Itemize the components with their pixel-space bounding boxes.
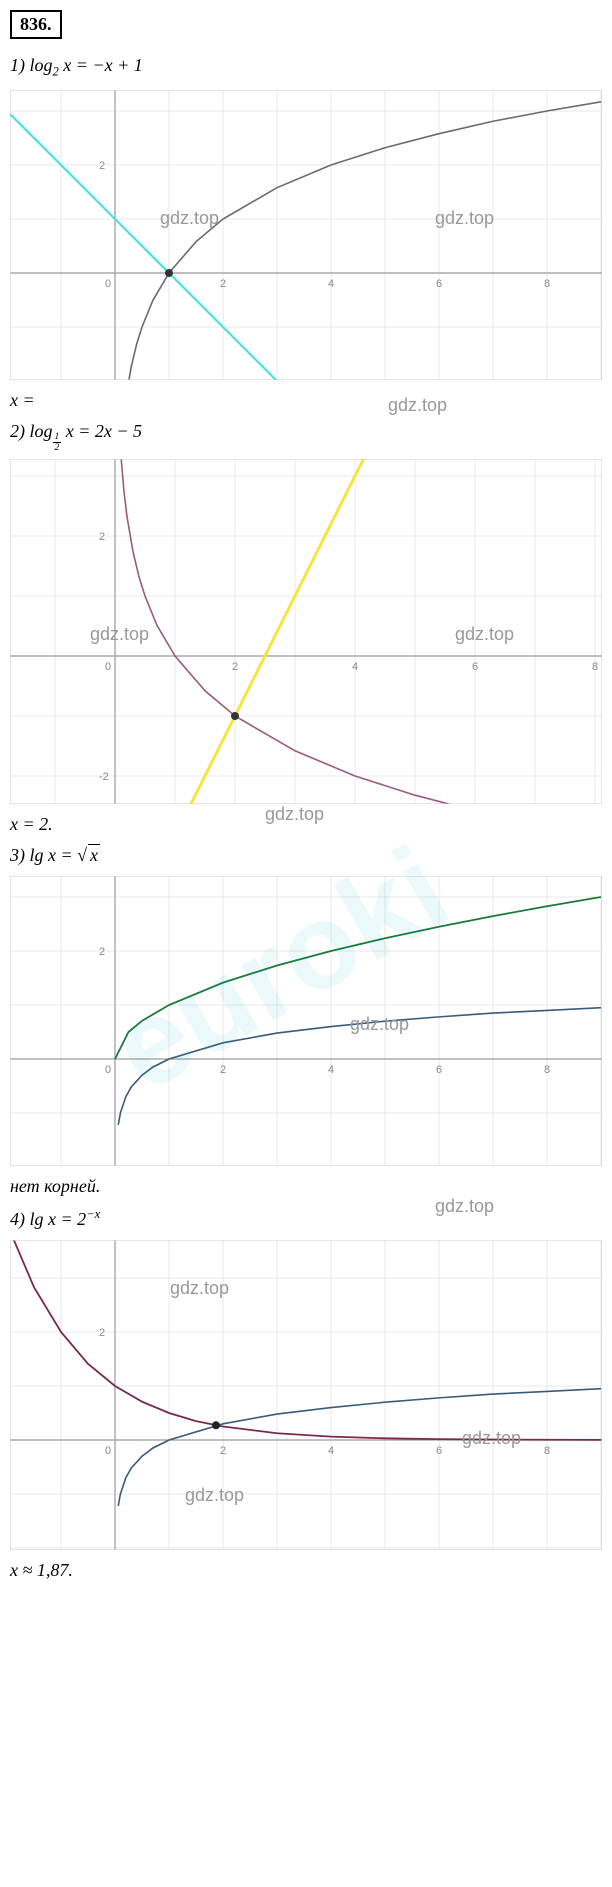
svg-text:2: 2	[220, 1445, 226, 1457]
svg-text:8: 8	[544, 1064, 550, 1076]
svg-text:6: 6	[436, 278, 442, 290]
answer: x = 2.	[10, 814, 602, 835]
svg-text:2: 2	[99, 946, 105, 958]
answer: x =	[10, 390, 602, 411]
equation: 2) log12 x = 2x − 5	[10, 421, 602, 449]
chart-container: 024682gdz.topgdz.top	[10, 876, 602, 1166]
svg-text:4: 4	[328, 1445, 334, 1457]
equation: 3) lg x = x	[10, 845, 602, 866]
chart: 0 2 4 6 8 2	[10, 1240, 602, 1550]
problem-number: 836.	[10, 10, 62, 39]
svg-text:0: 0	[105, 1445, 111, 1457]
intersection-point	[231, 712, 239, 720]
svg-text:2: 2	[99, 1327, 105, 1339]
intersection-point	[165, 269, 173, 277]
chart: 0 2 4 6 8 -2 2	[10, 459, 602, 804]
svg-text:8: 8	[544, 1445, 550, 1457]
intersection-point	[212, 1421, 220, 1429]
chart: 0 2 4 6 8 2	[10, 90, 602, 380]
svg-text:2: 2	[99, 531, 105, 543]
svg-text:-2: -2	[99, 771, 109, 783]
chart-container: 024682gdz.topgdz.topgdz.top	[10, 1240, 602, 1550]
chart-container: 02468-22gdz.topgdz.topgdz.top	[10, 459, 602, 804]
svg-text:8: 8	[544, 278, 550, 290]
svg-text:6: 6	[472, 661, 478, 673]
answer: x ≈ 1,87.	[10, 1560, 602, 1581]
svg-text:8: 8	[592, 661, 598, 673]
svg-text:4: 4	[328, 1064, 334, 1076]
svg-text:4: 4	[328, 278, 334, 290]
svg-text:0: 0	[105, 278, 111, 290]
equation: 4) lg x = 2−x	[10, 1207, 602, 1230]
svg-text:2: 2	[220, 278, 226, 290]
chart: 0 2 4 6 8 2	[10, 876, 602, 1166]
svg-text:2: 2	[232, 661, 238, 673]
svg-text:6: 6	[436, 1445, 442, 1457]
svg-text:4: 4	[352, 661, 358, 673]
chart-container: 024682gdz.topgdz.topgdz.top	[10, 90, 602, 380]
svg-text:0: 0	[105, 661, 111, 673]
svg-text:2: 2	[220, 1064, 226, 1076]
svg-text:2: 2	[99, 160, 105, 172]
svg-text:0: 0	[105, 1064, 111, 1076]
equation: 1) log2 x = −x + 1	[10, 55, 602, 80]
answer: нет корней.	[10, 1176, 602, 1197]
svg-text:6: 6	[436, 1064, 442, 1076]
